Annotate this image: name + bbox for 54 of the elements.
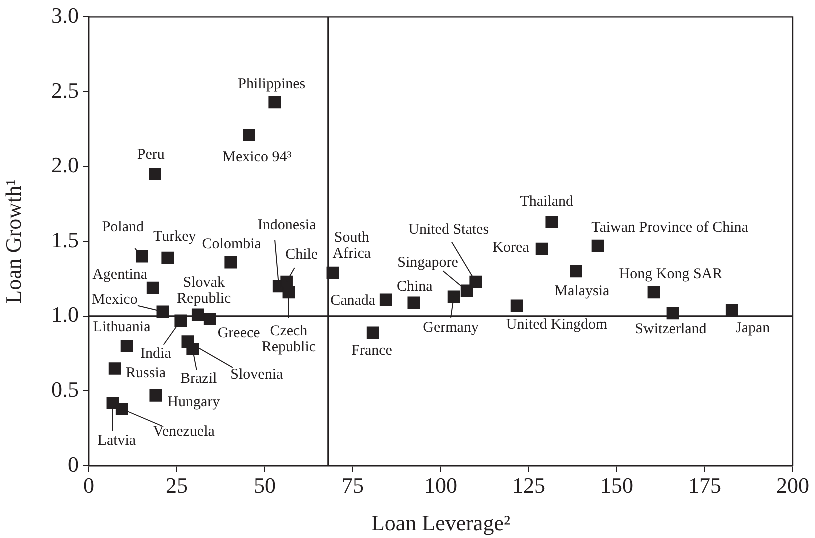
x-tick-label: 100 [424, 472, 458, 498]
x-tick-label: 25 [166, 472, 188, 498]
annotation: Mexico 94³ [222, 149, 292, 166]
annotation: United Kingdom [506, 316, 608, 333]
annotation: Philippines [238, 76, 306, 92]
annotation: Slovenia [230, 366, 284, 383]
annotation: Slovak Republic [177, 274, 232, 307]
annotation: Germany [423, 320, 480, 336]
y-axis-title: Loan Growth¹ [0, 179, 26, 304]
annotation: Malaysia [554, 283, 610, 300]
annotation: Chile [286, 246, 318, 263]
annotation: Switzerland [635, 321, 708, 338]
annotation: Hong Kong SAR [619, 266, 723, 282]
annotation: Korea [492, 240, 530, 256]
annotation: Russia [126, 366, 166, 382]
x-tick-label: 200 [776, 472, 810, 498]
annotation: Taiwan Province of China [592, 220, 749, 236]
x-tick-label: 125 [512, 472, 546, 498]
annotation: Singapore [398, 254, 459, 271]
annotation: Hungary [168, 394, 221, 411]
annotation: Lithuania [93, 319, 152, 336]
annotation: France [352, 342, 393, 359]
y-tick-label: 1.5 [52, 227, 79, 252]
annotation: South Africa [332, 230, 372, 262]
annotation: Brazil [180, 371, 218, 388]
annotation: Peru [137, 147, 166, 164]
y-tick-label: 2.0 [52, 152, 79, 178]
annotation: Agentina [92, 266, 148, 283]
x-tick-label: 175 [688, 472, 722, 498]
x-axis-title: Loan Leverage² [371, 510, 511, 536]
annotation: Canada [330, 292, 376, 309]
y-tick-label: 0 [68, 452, 79, 477]
x-tick-label: 75 [342, 472, 364, 498]
annotation: Japan [736, 320, 771, 336]
annotation: Colombia [202, 236, 262, 252]
y-tick-label: 1.0 [52, 302, 79, 328]
annotation: Poland [102, 219, 144, 236]
annotation: Turkey [153, 228, 197, 245]
x-tick-label: 150 [600, 472, 634, 498]
annotation: China [396, 278, 434, 295]
annotation: Venezuela [153, 424, 216, 440]
annotation: Greece [218, 325, 261, 342]
x-tick-label: 50 [254, 472, 276, 498]
y-tick-label: 0.5 [52, 376, 79, 402]
annotation: Latvia [98, 433, 136, 450]
annotation: Indonesia [258, 217, 317, 234]
y-tick-label: 3.0 [52, 2, 79, 28]
annotation: Czech Republic [262, 323, 316, 356]
x-tick-label: 0 [84, 472, 94, 498]
annotation: Thailand [520, 194, 574, 210]
annotation: United States [408, 222, 490, 238]
annotation: Mexico [92, 292, 138, 308]
annotation: India [140, 346, 172, 362]
y-tick-label: 2.5 [52, 78, 79, 103]
